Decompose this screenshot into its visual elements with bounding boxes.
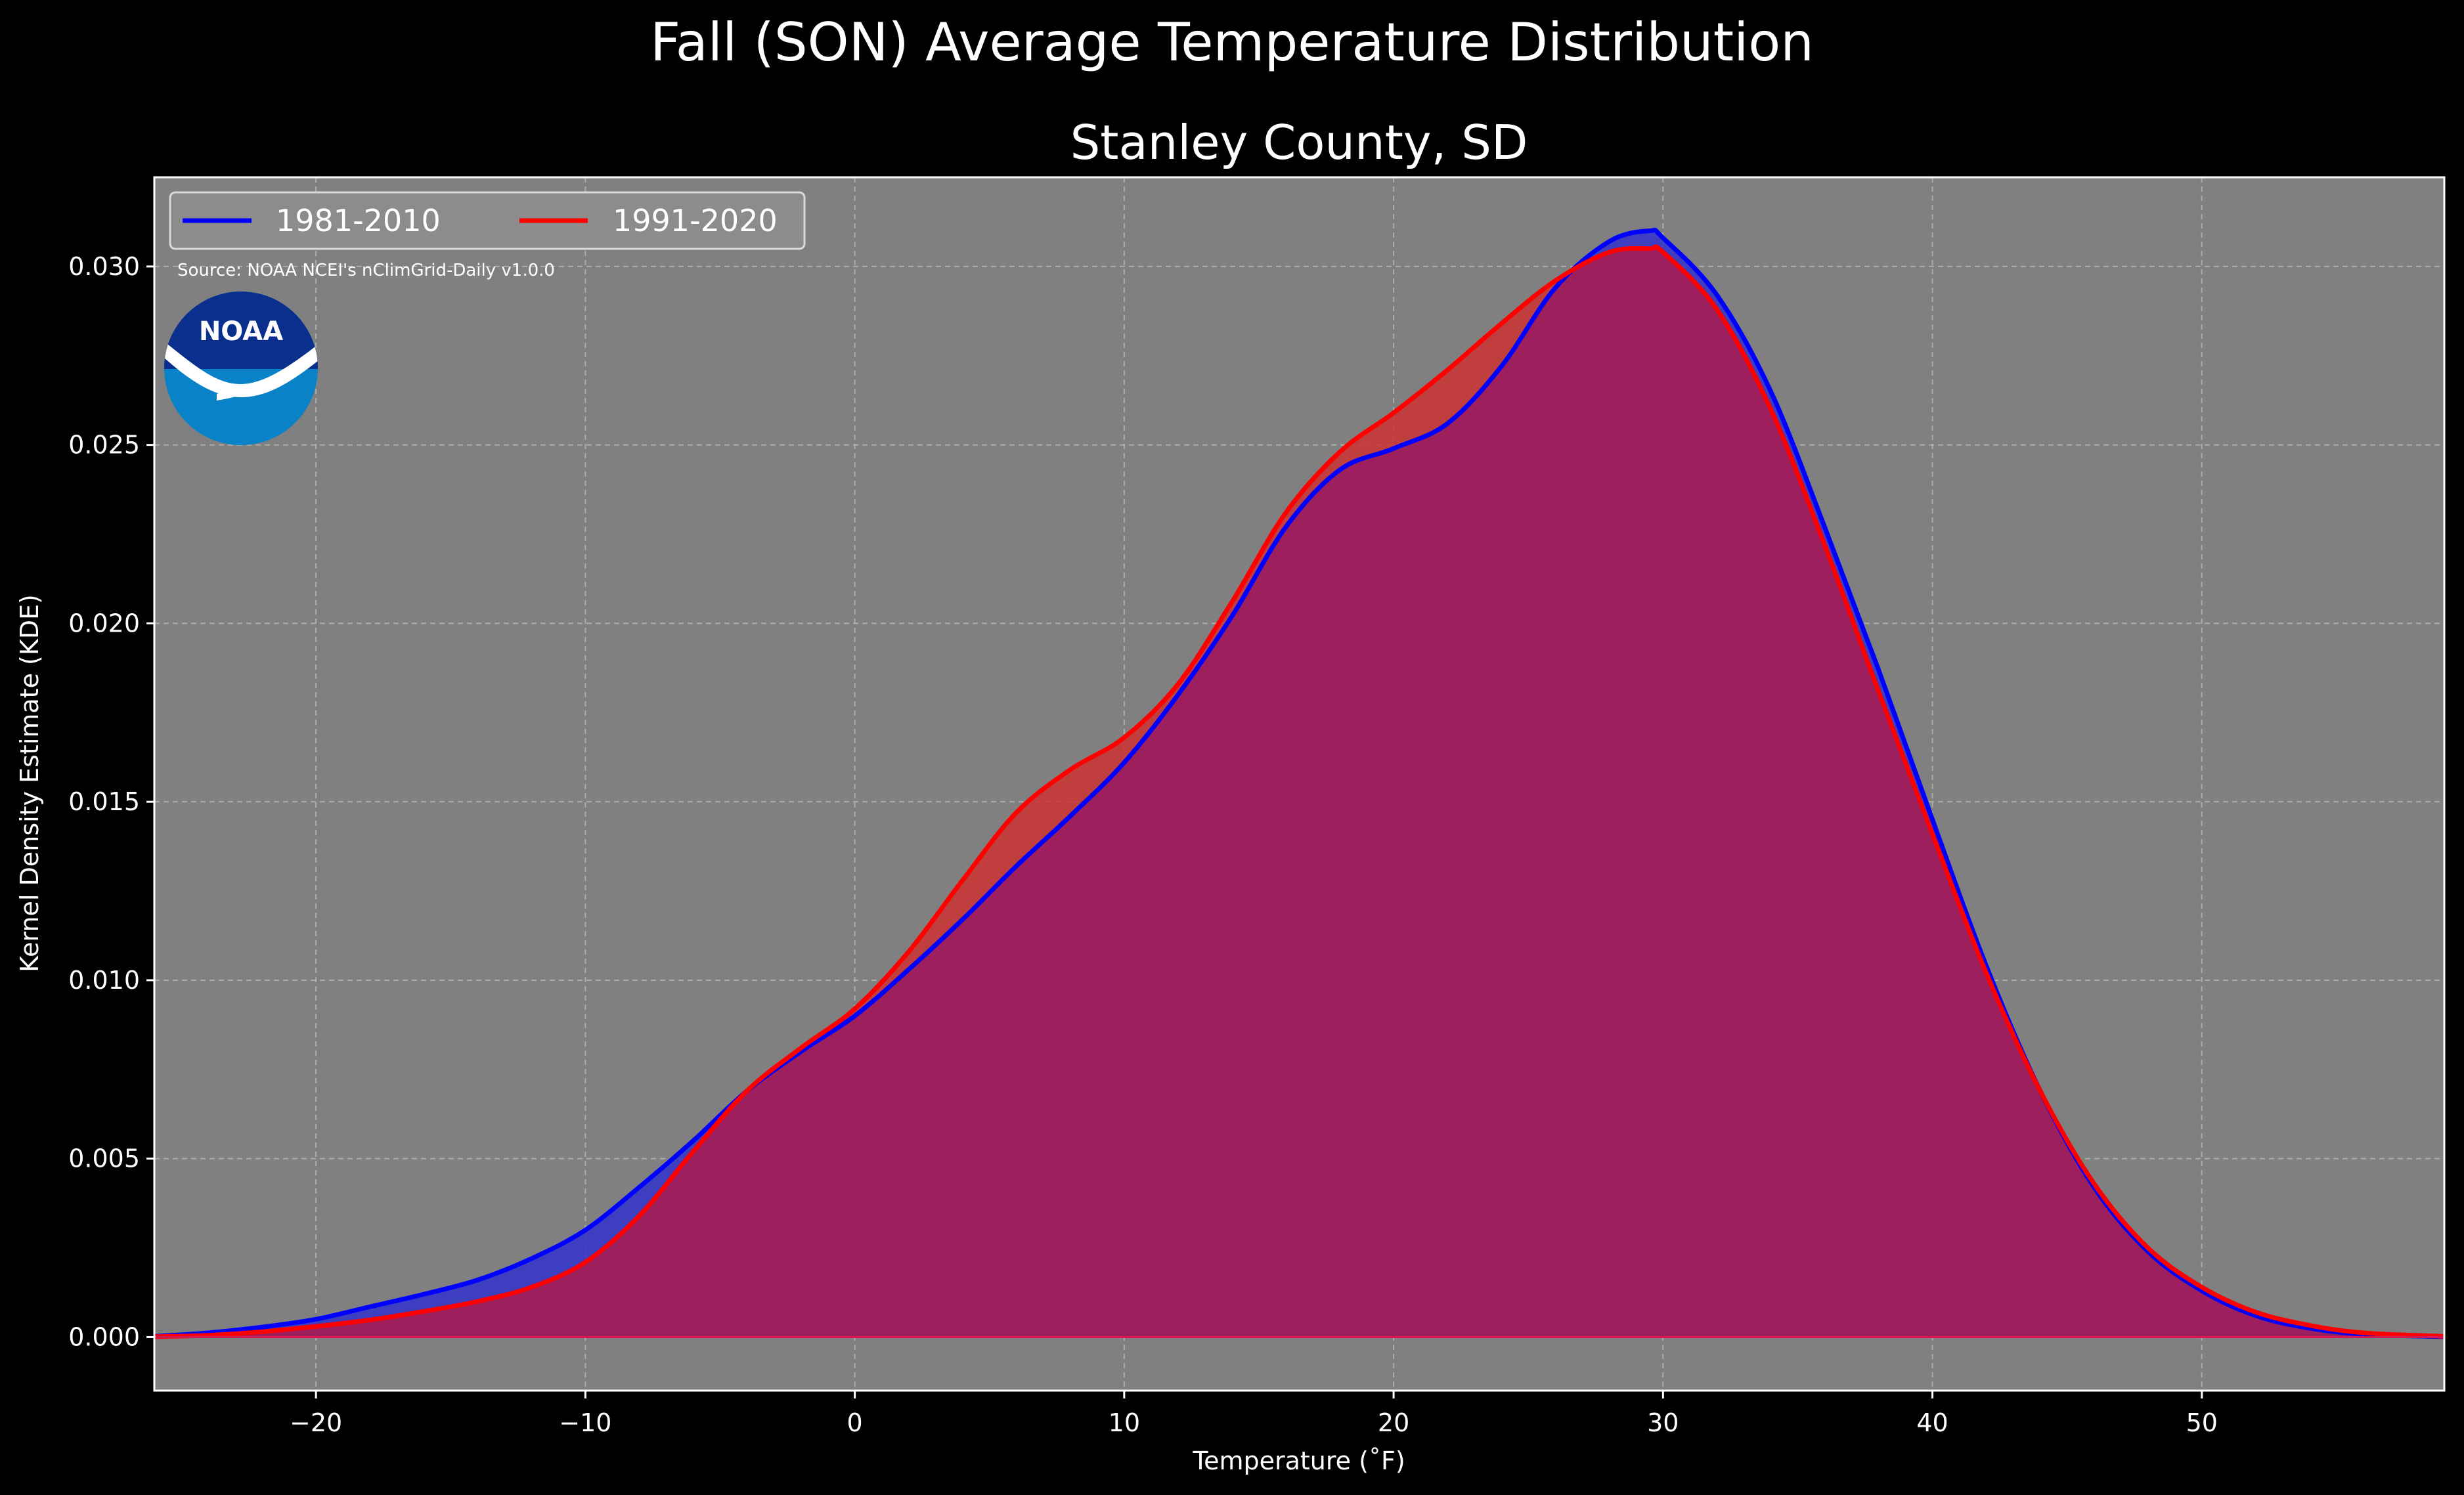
source-note: Source: NOAA NCEI's nClimGrid-Daily v1.0… xyxy=(177,261,555,280)
x-tick-label: 0 xyxy=(847,1408,863,1437)
x-tick-label: 10 xyxy=(1109,1408,1140,1437)
legend: 1981-2010 1991-2020 xyxy=(169,191,806,250)
x-tick-label: 50 xyxy=(2186,1408,2218,1437)
chart-subtitle: Stanley County, SD xyxy=(1070,115,1528,170)
y-tick-label: 0.010 xyxy=(68,966,140,995)
y-tick-label: 0.020 xyxy=(68,609,140,638)
x-axis-label: Temperature (˚F) xyxy=(1192,1446,1405,1475)
noaa-logo: NOAA xyxy=(164,292,318,445)
x-tick-label: −20 xyxy=(290,1408,342,1437)
legend-label-1981-2010: 1981-2010 xyxy=(276,203,441,238)
line-1991-2020 xyxy=(154,244,2444,1339)
noaa-logo-text: NOAA xyxy=(199,316,283,347)
plot-frame xyxy=(153,176,2446,1392)
x-tick-label: 30 xyxy=(1647,1408,1679,1437)
y-tick-label: 0.000 xyxy=(68,1322,140,1351)
y-tick-label: 0.025 xyxy=(68,431,140,460)
area-overlap xyxy=(154,246,2444,1337)
y-tick-label: 0.030 xyxy=(68,252,140,281)
y-tick-label: 0.015 xyxy=(68,787,140,816)
x-tick-label: 20 xyxy=(1378,1408,1409,1437)
chart-title: Fall (SON) Average Temperature Distribut… xyxy=(650,12,1814,73)
y-axis-label: Kernel Density Estimate (KDE) xyxy=(15,594,44,972)
x-axis-ticks: −20 −10 0 10 20 30 40 50 xyxy=(290,1391,2218,1437)
y-axis-ticks: 0.000 0.005 0.010 0.015 0.020 0.025 0.030 xyxy=(68,252,154,1351)
series-area xyxy=(154,227,2444,1339)
x-tick-label: −10 xyxy=(559,1408,611,1437)
legend-label-1991-2020: 1991-2020 xyxy=(613,203,778,238)
legend-box xyxy=(169,191,806,250)
x-tick-label: 40 xyxy=(1916,1408,1948,1437)
y-tick-label: 0.005 xyxy=(68,1144,140,1173)
